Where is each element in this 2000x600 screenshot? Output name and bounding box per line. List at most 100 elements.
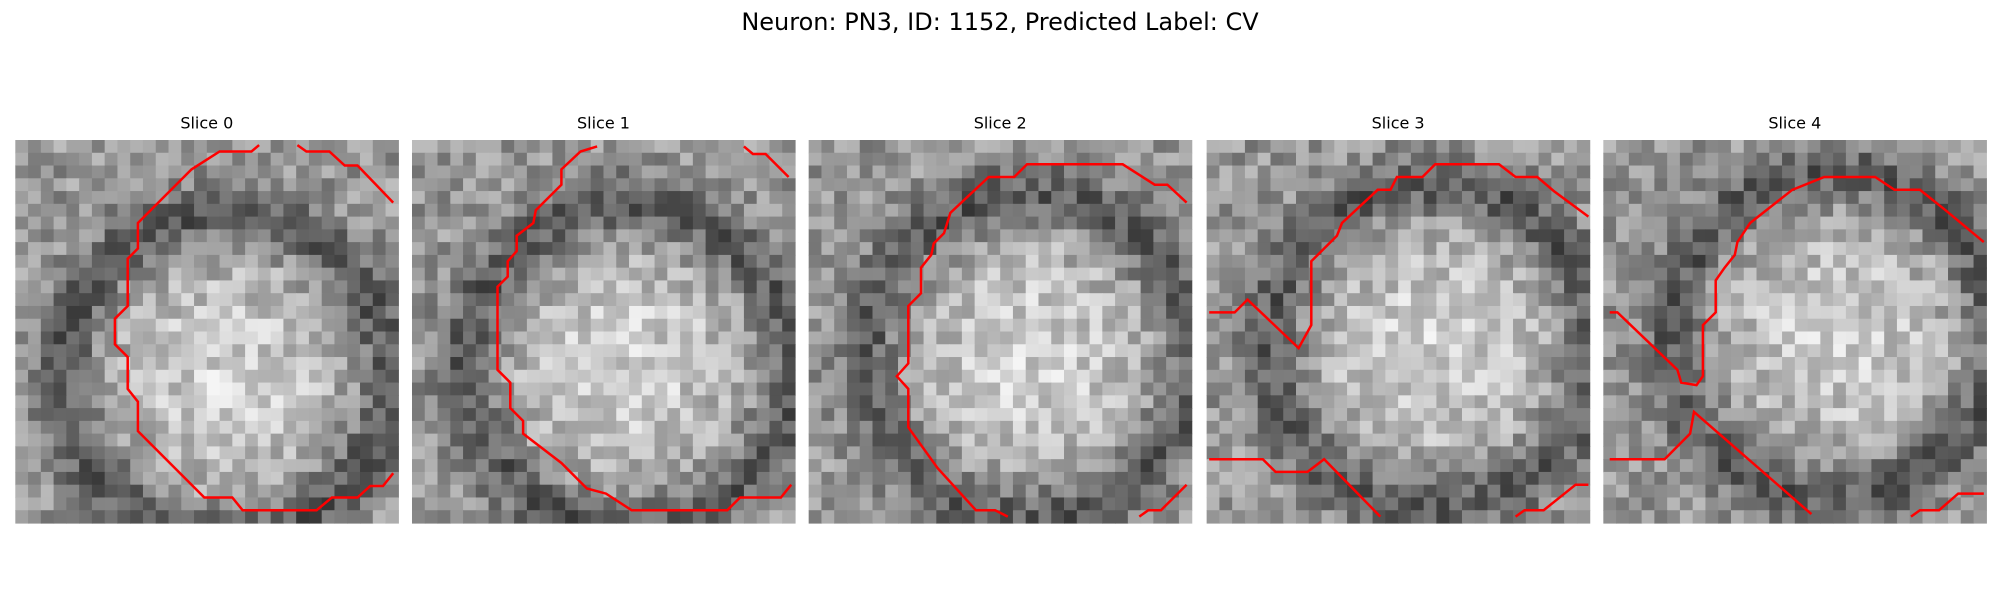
pixel (1257, 484, 1272, 499)
pixel (641, 280, 656, 294)
pixel (411, 344, 426, 358)
pixel (66, 510, 80, 524)
pixel (910, 178, 925, 192)
pixel (1115, 216, 1129, 230)
pixel (66, 484, 80, 499)
pixel (1576, 331, 1591, 345)
pixel (1025, 471, 1040, 486)
pixel (488, 305, 502, 320)
pixel (603, 408, 617, 422)
pixel (1436, 484, 1450, 499)
pixel (1000, 318, 1014, 333)
pixel (1692, 267, 1707, 282)
pixel (629, 446, 643, 460)
pixel (1270, 395, 1284, 409)
pixel (821, 497, 835, 511)
panel-title: Slice 0 (180, 114, 233, 133)
pixel (308, 344, 323, 358)
pixel (1730, 229, 1745, 243)
pixel (1385, 395, 1399, 409)
pixel (1064, 331, 1078, 345)
pixel (1115, 446, 1129, 460)
pixel (1347, 433, 1361, 447)
pixel (1166, 203, 1180, 218)
pixel (1102, 446, 1116, 460)
pixel (1871, 395, 1885, 409)
pixel (936, 203, 950, 218)
pixel (1973, 369, 1987, 384)
pixel (526, 382, 541, 396)
pixel (1833, 254, 1847, 269)
pixel (181, 357, 195, 371)
pixel (168, 471, 182, 486)
pixel (718, 305, 732, 320)
pixel (1845, 382, 1860, 396)
pixel (15, 293, 29, 307)
pixel (155, 293, 170, 307)
pixel (1564, 357, 1578, 371)
pixel (1025, 242, 1040, 256)
pixel (385, 420, 399, 435)
pixel (1012, 420, 1027, 435)
pixel (565, 293, 579, 307)
pixel (1359, 140, 1374, 154)
pixel (488, 408, 502, 422)
pixel (743, 497, 758, 511)
pixel (91, 318, 106, 333)
pixel (334, 191, 348, 205)
pixel (1948, 446, 1962, 460)
pixel (1449, 484, 1463, 499)
pixel (1257, 357, 1272, 371)
pixel (1858, 280, 1873, 294)
pixel (1948, 471, 1962, 486)
pixel (1321, 510, 1335, 524)
pixel (1140, 344, 1154, 358)
pixel (53, 510, 67, 524)
pixel (308, 216, 323, 230)
pixel (1743, 510, 1758, 524)
pixel (923, 229, 937, 243)
pixel (1922, 395, 1936, 409)
pixel (872, 178, 886, 192)
pixel (347, 267, 361, 282)
pixel (1474, 344, 1489, 358)
pixel (1398, 344, 1412, 358)
pixel (961, 433, 976, 447)
pixel (1178, 242, 1193, 256)
pixel (1089, 369, 1103, 384)
pixel (1525, 229, 1540, 243)
pixel (1551, 344, 1565, 358)
pixel (308, 459, 323, 473)
pixel (194, 497, 208, 511)
pixel (1807, 420, 1821, 435)
pixel (1487, 510, 1501, 524)
pixel (692, 510, 707, 524)
pixel (1372, 357, 1386, 371)
pixel (1628, 152, 1643, 167)
pixel (232, 267, 246, 282)
pixel (104, 293, 119, 307)
pixel (1960, 165, 1975, 179)
pixel (1896, 280, 1911, 294)
pixel (590, 369, 605, 384)
pixel (1538, 471, 1552, 486)
pixel (1730, 446, 1745, 460)
pixel (1909, 471, 1924, 486)
pixel (1551, 433, 1565, 447)
pixel (1270, 433, 1284, 447)
pixel (1115, 471, 1129, 486)
pixel (232, 203, 246, 218)
pixel (1219, 178, 1233, 192)
pixel (1012, 382, 1027, 396)
pixel (66, 203, 80, 218)
pixel (424, 216, 439, 230)
pixel (1807, 408, 1821, 422)
pixel (603, 165, 617, 179)
pixel (40, 331, 55, 345)
pixel (1973, 382, 1987, 396)
pixel (654, 369, 668, 384)
pixel (782, 203, 796, 218)
pixel (1219, 433, 1233, 447)
pixel (334, 267, 348, 282)
pixel (1603, 191, 1617, 205)
